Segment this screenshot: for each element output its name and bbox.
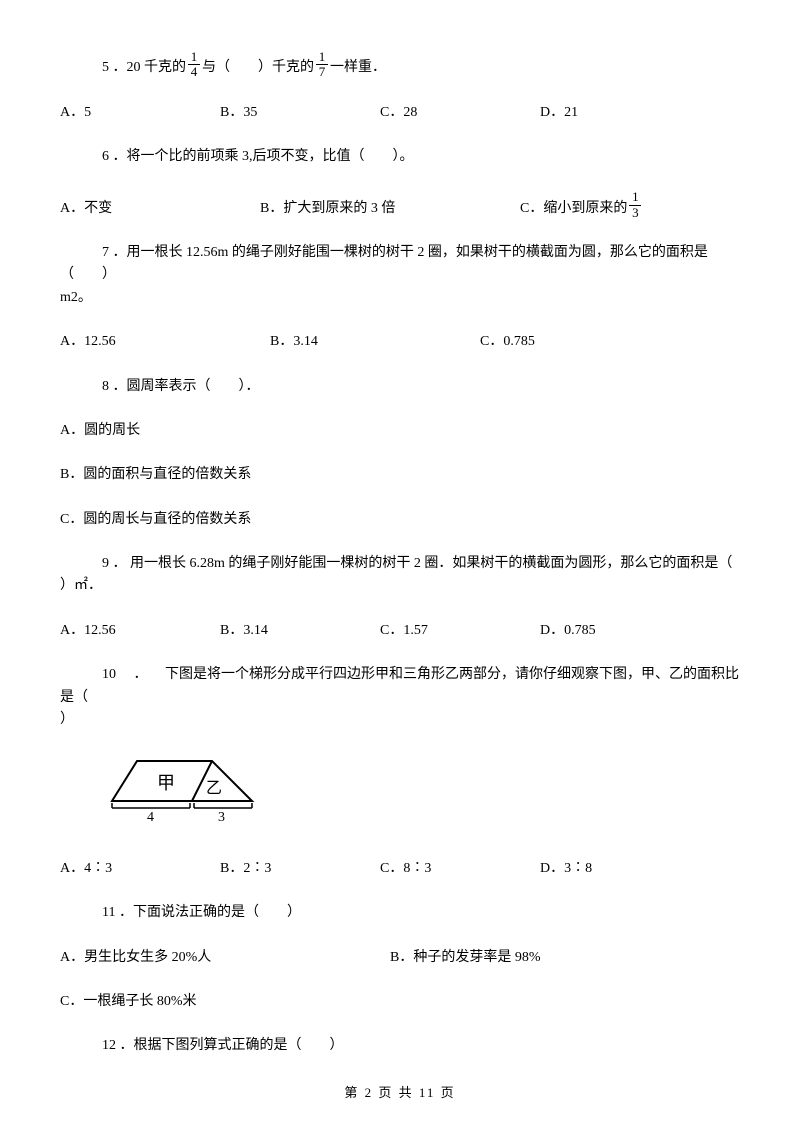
question-9: 9 ． 用一根长 6.28m 的绳子刚好能围一棵树的树干 2 圈．如果树干的横截…	[60, 553, 740, 598]
q5-choice-c: C．28	[380, 102, 540, 124]
q7-choice-a: A．12.56	[60, 331, 270, 353]
q10-choices: A．4∶3 B．2∶3 C．8∶3 D．3∶8	[60, 858, 740, 880]
q9-choice-b: B．3.14	[220, 620, 380, 642]
q9-choice-a: A．12.56	[60, 620, 220, 642]
q8-choice-b: B．圆的面积与直径的倍数关系	[60, 464, 740, 486]
q5-choice-d: D．21	[540, 102, 700, 124]
question-7: 7 ．用一根长 12.56m 的绳子刚好能围一棵树的树干 2 圈，如果树干的横截…	[60, 242, 740, 309]
q9-choice-d: D．0.785	[540, 620, 700, 642]
q11-choice-c: C．一根绳子长 80%米	[60, 991, 740, 1013]
q9-choices: A．12.56 B．3.14 C．1.57 D．0.785	[60, 620, 740, 642]
q5-choice-a: A．5	[60, 102, 220, 124]
q5-suffix: 一样重．	[330, 57, 386, 79]
q11-choice-a: A．男生比女生多 20%人	[60, 947, 390, 969]
q8-choice-c: C．圆的周长与直径的倍数关系	[60, 509, 740, 531]
q10-choice-a: A．4∶3	[60, 858, 220, 880]
q6-choice-b: B．扩大到原来的 3 倍	[260, 198, 460, 220]
q10-choice-d: D．3∶8	[540, 858, 700, 880]
question-8: 8 ．圆周率表示（ ）．	[60, 376, 740, 398]
q8-choice-a: A．圆的周长	[60, 420, 740, 442]
q7-choices: A．12.56 B．3.14 C．0.785	[60, 331, 740, 353]
q6-choices: A．不变 B．扩大到原来的 3 倍 C．缩小到原来的 1 3	[60, 190, 740, 220]
q10-choice-c: C．8∶3	[380, 858, 540, 880]
trapezoid-figure: 甲 乙 4 3	[102, 753, 740, 833]
q10-choice-b: B．2∶3	[220, 858, 380, 880]
question-11: 11 ．下面说法正确的是（ ）	[60, 902, 740, 924]
fraction-1-7: 1 7	[316, 50, 328, 80]
q5-mid: 与（ ）千克的	[202, 57, 314, 79]
fraction-1-4: 1 4	[188, 50, 200, 80]
question-12: 12 ．根据下图列算式正确的是（ ）	[60, 1035, 740, 1057]
q9-choice-c: C．1.57	[380, 620, 540, 642]
dim-3: 3	[218, 810, 225, 825]
question-6: 6 ．将一个比的前项乘 3,后项不变，比值（ ）。	[60, 146, 740, 168]
page-footer: 第 2 页 共 11 页	[0, 1083, 800, 1104]
q7-choice-c: C．0.785	[480, 331, 690, 353]
trapezoid-svg: 甲 乙 4 3	[102, 753, 262, 825]
q6-choice-c: C．缩小到原来的 1 3	[460, 190, 643, 220]
q6-choice-a: A．不变	[60, 198, 260, 220]
label-jia: 甲	[157, 773, 175, 793]
fraction-1-3: 1 3	[629, 190, 641, 220]
q7-choice-b: B．3.14	[270, 331, 480, 353]
q5-choices: A．5 B．35 C．28 D．21	[60, 102, 740, 124]
label-yi: 乙	[206, 780, 222, 797]
q11-choices-row1: A．男生比女生多 20%人 B．种子的发芽率是 98%	[60, 947, 740, 969]
question-5: 5 ．20 千克的 1 4 与（ ）千克的 1 7 一样重．	[60, 50, 740, 80]
q5-choice-b: B．35	[220, 102, 380, 124]
q5-prefix: 5 ．20 千克的	[102, 57, 186, 79]
dim-4: 4	[147, 810, 154, 825]
question-10: 10 ． 下图是将一个梯形分成平行四边形甲和三角形乙两部分，请你仔细观察下图，甲…	[60, 664, 740, 731]
q11-choice-b: B．种子的发芽率是 98%	[390, 947, 541, 969]
